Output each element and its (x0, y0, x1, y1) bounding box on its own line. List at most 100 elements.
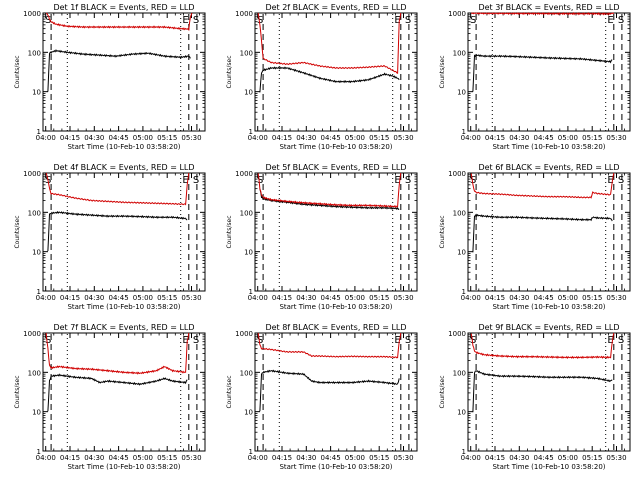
x-tick-label: 05:15 (369, 134, 389, 142)
y-tick-label: 100 (28, 209, 41, 217)
x-axis-label: Start Time (10-Feb-10 03:58:20) (67, 143, 180, 151)
plot-frame (42, 332, 206, 452)
y-tick-label: 1 (37, 128, 41, 136)
x-tick-label: 04:00 (248, 134, 268, 142)
y-tick-label: 1000 (448, 10, 466, 18)
x-tick-label: 05:30 (393, 294, 413, 302)
marker-label: S (193, 15, 199, 26)
y-tick-label: 100 (240, 369, 253, 377)
events-series-line (47, 210, 188, 252)
x-tick-label: 04:45 (534, 134, 554, 142)
marker-label: E (607, 335, 613, 346)
x-axis-label: Start Time (10-Feb-10 03:58:20) (279, 143, 392, 151)
y-axis-label: Counts/sec (226, 215, 233, 248)
plot-frame (42, 172, 206, 292)
marker-label: E (607, 15, 613, 26)
y-axis-label: Counts/sec (14, 55, 21, 88)
x-tick-label: 05:00 (345, 454, 365, 462)
x-tick-label: 05:00 (345, 294, 365, 302)
y-tick-label: 1 (462, 288, 466, 296)
x-tick-label: 04:15 (272, 134, 292, 142)
y-tick-label: 1 (249, 128, 253, 136)
x-tick-label: 05:30 (606, 134, 626, 142)
plot-frame (254, 172, 418, 292)
x-tick-label: 05:00 (133, 294, 153, 302)
marker-label: E (394, 15, 400, 26)
x-tick-label: 05:00 (558, 134, 578, 142)
x-tick-label: 05:30 (393, 454, 413, 462)
plot-frame (254, 332, 418, 452)
x-tick-label: 05:15 (582, 294, 602, 302)
marker-label: E (394, 175, 400, 186)
lld-series-line (257, 12, 402, 74)
marker-label: E (394, 335, 400, 346)
x-tick-label: 04:30 (84, 134, 104, 142)
y-tick-label: 1000 (23, 170, 41, 178)
x-tick-label: 04:15 (60, 454, 80, 462)
x-tick-label: 05:15 (157, 134, 177, 142)
y-tick-label: 100 (28, 369, 41, 377)
marker-label: S (618, 15, 624, 26)
marker-label: S (618, 335, 624, 346)
marker-label: S (257, 335, 263, 346)
chart-title: Det 3f BLACK = Events, RED = LLD (478, 3, 619, 12)
marker-label: S (257, 175, 263, 186)
chart-panel-6: Det 6f BLACK = Events, RED = LLD 1 10 100 10… (439, 163, 631, 311)
y-axis-label: Counts/sec (14, 215, 21, 248)
x-tick-label: 05:15 (369, 294, 389, 302)
events-series-line (259, 66, 400, 93)
plot-frame (467, 172, 631, 292)
chart-panel-2: Det 2f BLACK = Events, RED = LLD 1 10 100 10… (226, 3, 418, 151)
x-tick-label: 05:30 (181, 134, 201, 142)
y-tick-label: 100 (453, 49, 466, 57)
y-tick-label: 1000 (448, 330, 466, 338)
events-series-line (472, 53, 613, 92)
lld-series-line (470, 172, 615, 199)
lld-series-line (470, 332, 615, 360)
events-series-line (472, 370, 613, 413)
x-tick-label: 05:15 (582, 454, 602, 462)
events-series-line (47, 373, 188, 412)
x-tick-label: 05:00 (133, 454, 153, 462)
marker-label: S (405, 335, 411, 346)
y-tick-label: 100 (28, 49, 41, 57)
y-tick-label: 1000 (23, 10, 41, 18)
events-series-line (472, 213, 613, 253)
x-tick-label: 04:30 (509, 134, 529, 142)
marker-label: S (45, 15, 51, 26)
lld-series-line (45, 172, 190, 206)
y-tick-label: 1000 (235, 10, 253, 18)
y-tick-label: 1000 (235, 330, 253, 338)
marker-label: S (45, 335, 51, 346)
x-tick-label: 05:30 (606, 294, 626, 302)
x-tick-label: 05:30 (606, 454, 626, 462)
lld-series-line (45, 332, 190, 375)
x-tick-label: 04:15 (485, 454, 505, 462)
x-tick-label: 04:00 (461, 134, 481, 142)
plot-frame (254, 12, 418, 132)
plot-frame (42, 12, 206, 132)
x-tick-label: 05:15 (157, 294, 177, 302)
x-tick-label: 04:00 (461, 454, 481, 462)
plot-frame (467, 12, 631, 132)
chart-title: Det 8f BLACK = Events, RED = LLD (265, 323, 406, 332)
marker-label: E (182, 335, 188, 346)
y-axis-label: Counts/sec (226, 375, 233, 408)
chart-title: Det 2f BLACK = Events, RED = LLD (265, 3, 406, 12)
marker-label: S (405, 15, 411, 26)
marker-label: E (607, 175, 613, 186)
x-tick-label: 05:00 (558, 294, 578, 302)
y-tick-label: 10 (244, 249, 253, 257)
y-axis-label: Counts/sec (14, 375, 21, 408)
chart-panel-7: Det 7f BLACK = Events, RED = LLD 1 10 100 10… (14, 323, 206, 471)
x-tick-label: 04:00 (36, 294, 56, 302)
y-tick-label: 100 (240, 209, 253, 217)
y-tick-label: 100 (453, 209, 466, 217)
x-axis-label: Start Time (10-Feb-10 03:58:20) (492, 303, 605, 311)
marker-label: S (618, 175, 624, 186)
x-tick-label: 05:15 (157, 454, 177, 462)
x-axis-label: Start Time (10-Feb-10 03:58:20) (492, 463, 605, 471)
marker-label: E (182, 175, 188, 186)
chart-panel-1: Det 1f BLACK = Events, RED = LLD 1 10 100 10… (14, 3, 206, 151)
chart-panel-9: Det 9f BLACK = Events, RED = LLD 1 10 100 10… (439, 323, 631, 471)
